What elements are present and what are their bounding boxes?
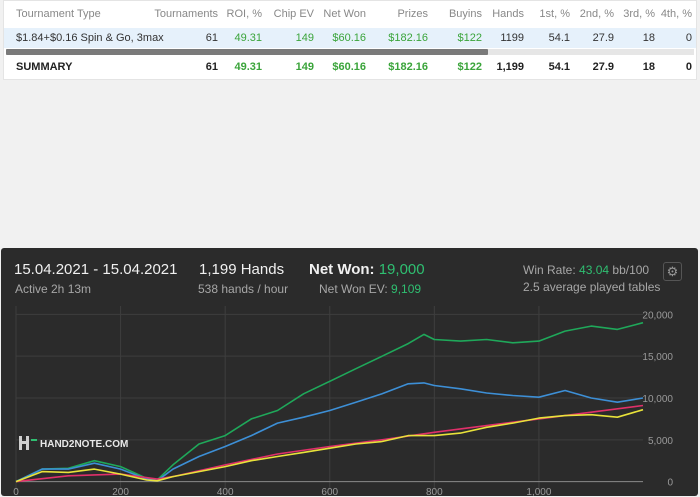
summary-label: SUMMARY bbox=[16, 61, 73, 73]
col-header-fourth-pct[interactable]: 4th, % bbox=[660, 8, 692, 20]
col-header-first-pct[interactable]: 1st, % bbox=[539, 8, 570, 20]
cell-net-won: $60.16 bbox=[332, 32, 366, 44]
summary-row: SUMMARY 61 49.31 149 $60.16 $182.16 $122… bbox=[4, 57, 696, 77]
profit-graph[interactable]: 0 200 400 600 800 1,000 0 5,000 10,000 15,000 20,0… bbox=[1, 302, 698, 496]
net-won: Net Won: 19,000 bbox=[309, 261, 425, 278]
scrollbar-thumb[interactable] bbox=[6, 49, 488, 55]
cell-buyins: $122 bbox=[457, 32, 482, 44]
horizontal-scrollbar[interactable] bbox=[6, 49, 694, 55]
cell-fourth-pct: 0 bbox=[685, 32, 692, 44]
net-won-ev-value: 9,109 bbox=[391, 282, 422, 296]
hands-count: 1,199 Hands bbox=[199, 261, 285, 278]
watermark-text: HAND2NOTE.COM bbox=[40, 439, 128, 450]
net-won-value: 19,000 bbox=[378, 261, 425, 278]
y-tick-label: 20,000 bbox=[642, 310, 673, 321]
win-rate-value: 43.04 bbox=[579, 263, 610, 277]
cell-roi: 49.31 bbox=[234, 32, 262, 44]
win-rate: Win Rate: 43.04 bb/100 bbox=[523, 263, 649, 277]
summary-third-pct: 18 bbox=[642, 61, 655, 73]
col-header-hands[interactable]: Hands bbox=[492, 8, 524, 20]
series-line-0 bbox=[15, 321, 644, 483]
summary-chip-ev: 149 bbox=[295, 61, 314, 73]
summary-first-pct: 54.1 bbox=[548, 61, 570, 73]
average-tables: 2.5 average played tables bbox=[523, 280, 661, 294]
win-rate-unit: bb/100 bbox=[612, 263, 650, 277]
series-line-1 bbox=[15, 382, 644, 483]
date-range: 15.04.2021 - 15.04.2021 bbox=[14, 261, 178, 278]
cell-prizes: $182.16 bbox=[388, 32, 428, 44]
table-row[interactable]: $1.84+$0.16 Spin & Go, 3max 61 49.31 149… bbox=[4, 28, 696, 48]
summary-roi: 49.31 bbox=[234, 61, 262, 73]
x-tick-label: 200 bbox=[112, 487, 129, 496]
watermark-logo: HAND2NOTE.COM bbox=[19, 436, 128, 450]
label-layer: 0 200 400 600 800 1,000 0 5,000 10,000 15,000 20,0… bbox=[13, 310, 673, 496]
cell-tournament-type: $1.84+$0.16 Spin & Go, 3max bbox=[16, 32, 164, 44]
cell-second-pct: 27.9 bbox=[592, 32, 614, 44]
grid-layer bbox=[15, 306, 643, 490]
col-header-prizes[interactable]: Prizes bbox=[397, 8, 428, 20]
net-won-ev: Net Won EV: 9,109 bbox=[319, 282, 421, 296]
hands-per-hour: 538 hands / hour bbox=[198, 282, 289, 296]
graph-panel: 15.04.2021 - 15.04.2021 Active 2h 13m 1,… bbox=[1, 248, 698, 496]
x-tick-label: 400 bbox=[217, 487, 234, 496]
gear-icon[interactable]: ⚙ bbox=[663, 262, 682, 281]
series-line-3 bbox=[15, 408, 644, 483]
summary-second-pct: 27.9 bbox=[592, 61, 614, 73]
net-won-ev-label: Net Won EV: bbox=[319, 282, 388, 296]
col-header-tournaments[interactable]: Tournaments bbox=[154, 8, 218, 20]
y-tick-label: 5,000 bbox=[648, 436, 673, 447]
y-tick-label: 0 bbox=[667, 478, 673, 489]
cell-first-pct: 54.1 bbox=[548, 32, 570, 44]
col-header-roi[interactable]: ROI, % bbox=[226, 8, 262, 20]
win-rate-label: Win Rate: bbox=[523, 263, 576, 277]
cell-hands: 1199 bbox=[500, 32, 524, 44]
cell-tournaments: 61 bbox=[205, 32, 218, 44]
cell-chip-ev: 149 bbox=[295, 32, 314, 44]
active-time: Active 2h 13m bbox=[15, 282, 92, 296]
series-layer bbox=[15, 321, 644, 483]
summary-fourth-pct: 0 bbox=[685, 61, 692, 73]
col-header-buyins[interactable]: Buyins bbox=[448, 8, 482, 20]
summary-hands: 1,199 bbox=[496, 61, 524, 73]
summary-buyins: $122 bbox=[457, 61, 482, 73]
col-header-tournament-type[interactable]: Tournament Type bbox=[16, 8, 101, 20]
x-tick-label: 0 bbox=[13, 487, 19, 496]
col-header-net-won[interactable]: Net Won bbox=[323, 8, 366, 20]
y-tick-label: 15,000 bbox=[642, 352, 673, 363]
summary-tournaments: 61 bbox=[205, 61, 218, 73]
table-header-row: Tournament Type Tournaments ROI, % Chip … bbox=[4, 1, 696, 28]
tournament-table: Tournament Type Tournaments ROI, % Chip … bbox=[3, 0, 697, 80]
x-tick-label: 800 bbox=[426, 487, 443, 496]
summary-prizes: $182.16 bbox=[388, 61, 428, 73]
col-header-third-pct[interactable]: 3rd, % bbox=[623, 8, 655, 20]
x-tick-label: 600 bbox=[321, 487, 338, 496]
col-header-second-pct[interactable]: 2nd, % bbox=[579, 8, 614, 20]
net-won-label: Net Won: bbox=[309, 261, 375, 278]
cell-third-pct: 18 bbox=[642, 32, 655, 44]
y-tick-label: 10,000 bbox=[642, 394, 673, 405]
col-header-chip-ev[interactable]: Chip EV bbox=[273, 8, 314, 20]
x-tick-label: 1,000 bbox=[526, 487, 551, 496]
summary-net-won: $60.16 bbox=[332, 61, 366, 73]
